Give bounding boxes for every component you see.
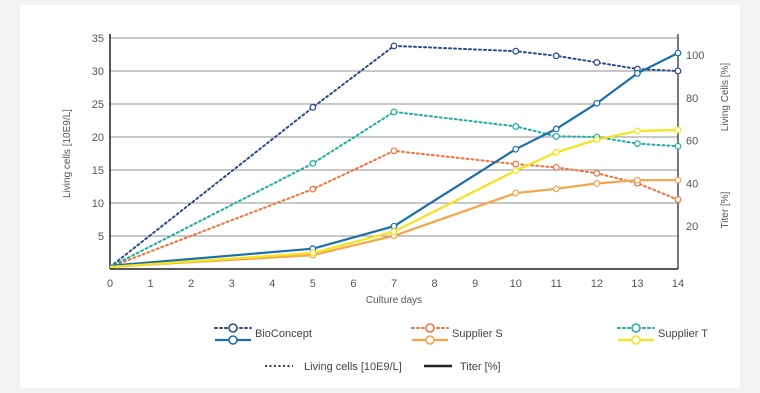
data-point-living_cells-supplier-s-10: [512, 160, 520, 168]
data-point-titer-supplier-t-11: [552, 149, 560, 156]
data-point-living_cells-supplier-t-11: [552, 132, 560, 140]
y-axis-label-right-upper: Living Cells [%]: [720, 63, 731, 132]
y-right-tick-label-100: 100: [686, 50, 704, 62]
x-tick-label-3: 3: [229, 278, 235, 290]
data-point-living_cells-bioconcept-5: [309, 103, 317, 111]
y-right-tick-label-40: 40: [686, 178, 698, 190]
x-tick-label-0: 0: [107, 278, 113, 290]
series-line-titer-bioconcept: [109, 52, 679, 267]
y-left-tick-label-10: 10: [92, 198, 104, 210]
x-tick-label-13: 13: [631, 278, 643, 290]
series-line-titer-supplier-t: [109, 128, 679, 268]
legend-dotted-marker-supplier-t: [631, 323, 641, 333]
data-point-titer-bioconcept-12: [593, 99, 601, 107]
style-key-solid-label: Titer [%]: [460, 361, 501, 373]
data-point-living_cells-bioconcept-11: [552, 52, 560, 60]
series-line-living_cells-bioconcept: [109, 44, 679, 268]
line-chart: 0 1 2 3 4 5 6 7 8 9 10 11 12 13 1451015202530352040608…: [62, 33, 731, 373]
data-point-living_cells-supplier-s-7: [390, 147, 398, 155]
y-axis-label-left: Living cells [10E9/L]: [62, 109, 73, 198]
y-right-tick-label-80: 80: [686, 93, 698, 105]
x-tick-label-2: 2: [188, 278, 194, 290]
legend-label-bioconcept: BioConcept: [255, 328, 312, 340]
x-tick-label-10: 10: [510, 278, 522, 290]
y-left-tick-label-25: 25: [92, 99, 104, 111]
series-line-titer-supplier-s: [109, 179, 678, 268]
x-tick-label-5: 5: [310, 278, 316, 290]
x-tick-label-14: 14: [672, 278, 684, 290]
legend-dotted-marker-bioconcept: [228, 323, 238, 333]
legend-dotted-marker-supplier-s: [425, 323, 435, 333]
data-point-titer-bioconcept-14: [674, 49, 682, 57]
legend-label-supplier-s: Supplier S: [452, 328, 503, 340]
x-tick-label-9: 9: [472, 278, 478, 290]
series-line-living_cells-supplier-s: [109, 149, 679, 268]
legend-solid-marker-supplier-t: [631, 335, 641, 345]
data-point-living_cells-supplier-t-13: [634, 140, 641, 148]
data-point-living_cells-bioconcept-7: [390, 42, 398, 50]
style-key-dotted-label: Living cells [10E9/L]: [304, 361, 402, 373]
data-point-living_cells-bioconcept-12: [593, 59, 601, 66]
legend-solid-marker-supplier-s: [425, 335, 435, 345]
data-point-titer-supplier-t-14: [674, 126, 682, 134]
x-tick-label-8: 8: [432, 278, 438, 290]
data-point-titer-supplier-t-7: [390, 228, 398, 235]
y-right-tick-label-60: 60: [686, 136, 698, 148]
data-point-living_cells-supplier-t-10: [512, 123, 520, 130]
x-tick-label-11: 11: [551, 278, 562, 290]
y-left-tick-label-30: 30: [92, 66, 104, 78]
y-axis-label-right-lower: Titer [%]: [720, 191, 731, 228]
x-tick-label-1: 1: [148, 278, 154, 290]
x-tick-label-7: 7: [391, 278, 397, 290]
data-point-titer-supplier-t-10: [512, 167, 520, 175]
x-tick-label-12: 12: [591, 278, 603, 290]
data-point-living_cells-supplier-s-12: [593, 169, 601, 177]
data-point-titer-bioconcept-13: [634, 69, 641, 77]
data-point-titer-supplier-s-11: [552, 185, 560, 193]
data-point-titer-supplier-s-13: [634, 176, 641, 184]
data-point-living_cells-bioconcept-10: [512, 47, 520, 55]
y-right-tick-label-20: 20: [686, 221, 698, 233]
data-point-titer-supplier-t-12: [593, 136, 601, 143]
data-point-living_cells-bioconcept-14: [674, 67, 682, 75]
data-point-living_cells-supplier-s-11: [552, 163, 560, 171]
y-left-tick-label-35: 35: [92, 33, 104, 45]
x-tick-label-4: 4: [269, 278, 275, 290]
x-tick-label-6: 6: [350, 278, 356, 290]
x-axis-label: Culture days: [366, 295, 422, 306]
data-point-living_cells-supplier-s-5: [309, 185, 317, 193]
data-point-living_cells-supplier-t-5: [309, 159, 317, 167]
data-point-titer-bioconcept-10: [512, 145, 520, 153]
chart-card: 0 1 2 3 4 5 6 7 8 9 10 11 12 13 14 5 10 15 20 25 30 35 20 40 60 8…: [20, 5, 740, 388]
series-line-living_cells-supplier-t: [109, 110, 679, 268]
data-point-titer-supplier-s-14: [674, 176, 682, 184]
data-point-living_cells-supplier-t-14: [674, 142, 682, 150]
data-point-titer-supplier-s-12: [593, 180, 601, 187]
data-point-titer-supplier-t-5: [309, 249, 317, 257]
data-point-living_cells-supplier-s-14: [674, 196, 682, 204]
y-left-tick-label-15: 15: [92, 165, 104, 177]
data-point-titer-supplier-s-10: [512, 189, 520, 197]
data-point-titer-bioconcept-11: [552, 125, 560, 133]
data-point-titer-supplier-t-13: [634, 127, 641, 135]
y-left-tick-label-20: 20: [92, 132, 104, 144]
legend-label-supplier-t: Supplier T: [658, 328, 708, 340]
legend-solid-marker-bioconcept: [228, 335, 238, 345]
data-point-living_cells-supplier-t-7: [390, 108, 398, 116]
y-left-tick-label-5: 5: [98, 231, 104, 243]
